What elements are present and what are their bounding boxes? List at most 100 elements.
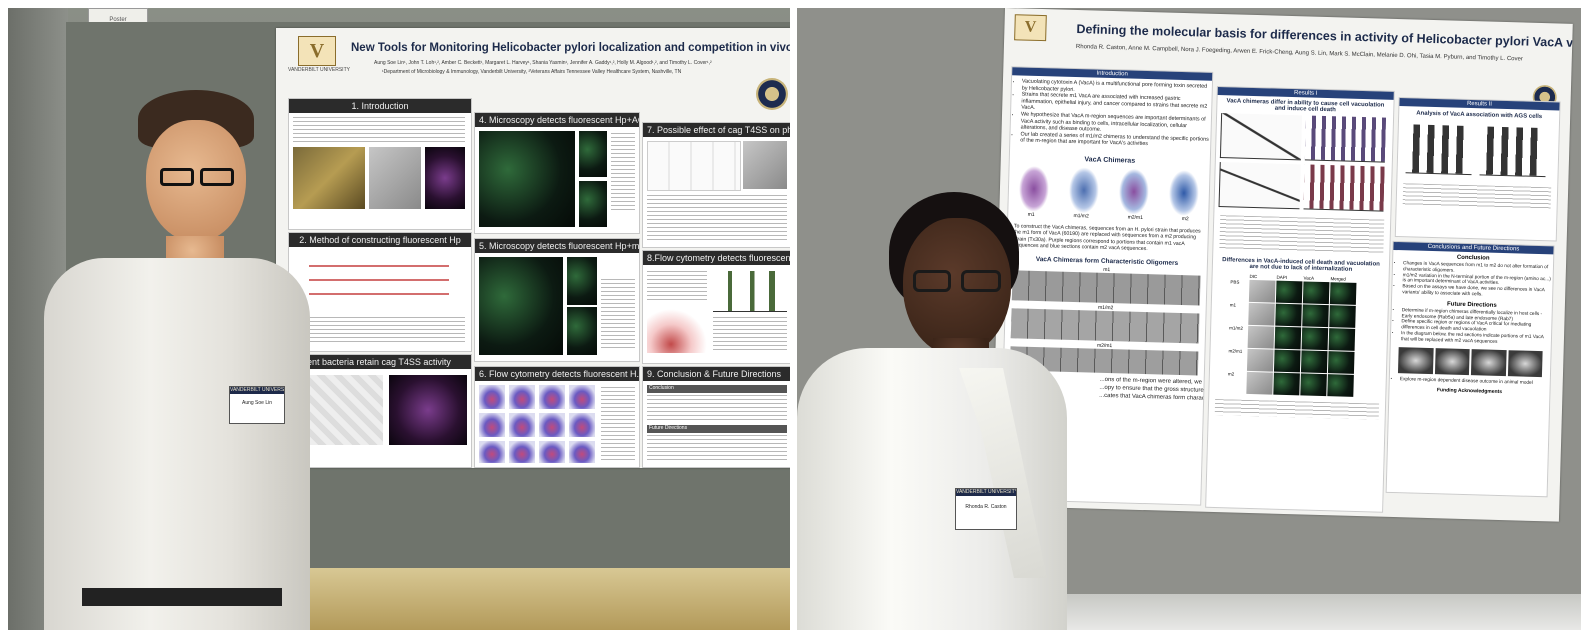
- caption: [1214, 399, 1380, 420]
- flow-plot: [509, 441, 535, 463]
- panel-flow-in-vivo: 8.Flow cytometry detects fluorescent Hp …: [642, 250, 790, 364]
- ags-inset-1: [579, 131, 607, 177]
- subheading-conclusion: Conclusion: [647, 385, 787, 393]
- glasses-right-lens: [961, 270, 1001, 292]
- chimera-label: m2: [1181, 215, 1189, 223]
- caption: [1402, 183, 1552, 210]
- section-heading: 6. Flow cytometry detects fluorescent H.…: [475, 367, 639, 381]
- chimera-label: m1: [1027, 211, 1035, 218]
- body-text: [647, 271, 707, 303]
- body-text: [647, 395, 787, 421]
- left-poster: V VANDERBILT UNIVERSITY New Tools for Mo…: [276, 28, 790, 468]
- panel-introduction: 1. Introduction: [288, 98, 472, 230]
- ags-inset-2: [579, 181, 607, 227]
- glasses-left-lens: [913, 270, 951, 292]
- left-poster-affiliations: ¹Department of Microbiology & Immunology…: [382, 69, 682, 75]
- shirt: [44, 258, 310, 630]
- flow-plot: [509, 413, 535, 437]
- em-image: [369, 147, 421, 209]
- grid-col-label: DIC: [1249, 273, 1258, 280]
- oligomer-em-row: [1011, 269, 1201, 306]
- section-heading: 5. Microscopy detects fluorescent Hp+mϕ: [475, 239, 639, 253]
- vanderbilt-logo-icon: V: [1014, 14, 1047, 42]
- funding-heading: Funding Acknowledgments: [1436, 387, 1503, 396]
- body-text: [293, 317, 465, 345]
- structure-image: [1470, 348, 1507, 376]
- body-text: [647, 435, 787, 463]
- line-graph: [1219, 113, 1303, 161]
- results-1-text: [1219, 215, 1385, 254]
- header-conclusions: Conclusions and Future Directions: [1393, 241, 1554, 255]
- column-conclusions: Conclusions and Future Directions Conclu…: [1385, 240, 1555, 498]
- name-badge-left: VANDERBILT UNIVERSITY Infection & Immuno…: [229, 386, 285, 424]
- flow-plot: [569, 441, 595, 463]
- bar-graph: [1303, 164, 1385, 212]
- body-text: [293, 117, 465, 143]
- micrograph-cell: [1329, 305, 1356, 328]
- macrophage-image: [479, 257, 563, 355]
- dot-plot: [647, 141, 741, 191]
- micrograph-cell: [1275, 280, 1303, 304]
- bar-graph: [1304, 115, 1387, 163]
- logo-text: VANDERBILT UNIVERSITY: [288, 67, 350, 73]
- grid-col-label: DAPI: [1276, 274, 1288, 280]
- micrograph-cell: [1274, 326, 1302, 350]
- panel-conclusion: 9. Conclusion & Future Directions Conclu…: [642, 366, 790, 468]
- chimera-description: To construct the VacA chimeras, sequence…: [1013, 223, 1201, 253]
- section-heading: 9. Conclusion & Future Directions: [643, 367, 790, 381]
- micrograph-cell: [1302, 281, 1330, 305]
- micrograph-cell: [1246, 371, 1273, 395]
- panel-phagocytosis: 7. Possible effect of cag T4SS on phagoc…: [642, 122, 790, 248]
- macrophage-inset-2: [567, 307, 597, 355]
- name-badge-right: VANDERBILT UNIVERSITY Infection & Immuno…: [955, 488, 1017, 530]
- results-2-title: Analysis of VacA association with AGS ce…: [1416, 110, 1543, 121]
- glasses-right-lens: [200, 168, 234, 186]
- caption: [713, 317, 787, 353]
- macrophage-inset-1: [567, 257, 597, 305]
- flow-plot: [539, 413, 565, 437]
- results-1-graphs: [1215, 113, 1394, 212]
- construct-diagram: [309, 257, 449, 307]
- chimera-structure-m1: [1018, 165, 1050, 213]
- flow-plot: [539, 385, 565, 409]
- future-structures: [1397, 346, 1543, 377]
- micrograph-cell: [1248, 302, 1275, 326]
- caption: [601, 279, 635, 349]
- flow-plot: [539, 441, 565, 463]
- structure-image: [1507, 349, 1543, 377]
- panel-cag-activity: escent bacteria retain cag T4SS activity: [288, 354, 472, 468]
- sem-image: [293, 147, 365, 209]
- flow-plot: [479, 413, 505, 437]
- micrograph-cell: [1248, 279, 1276, 303]
- bar-graph: [1405, 124, 1473, 176]
- caption: [601, 387, 635, 463]
- chimera-structure-m1m2: [1068, 166, 1100, 214]
- micrograph-cell: [1273, 372, 1300, 396]
- grid-row-label: m1: [1229, 302, 1237, 308]
- grid-row-label: m2: [1227, 371, 1235, 377]
- histogram: [647, 309, 707, 353]
- va-seal-icon: [756, 78, 788, 110]
- micrograph-grid: DIC DAPI VacA Merged PBS m1 m1/m2 m2: [1227, 273, 1388, 397]
- chimeras-title: VacA Chimeras: [1084, 156, 1136, 165]
- micrograph-cell: [1329, 282, 1357, 305]
- results-1-title: VacA chimeras differ in ability to cause…: [1226, 98, 1385, 114]
- glasses-left-lens: [160, 168, 194, 186]
- panel-method: 2. Method of constructing fluorescent Hp: [288, 232, 472, 352]
- oligomer-text: ...cates that VacA chimeras form charact…: [1099, 392, 1204, 402]
- section-heading: 7. Possible effect of cag T4SS on phagoc…: [643, 123, 790, 137]
- badge-header: VANDERBILT UNIVERSITY Infection & Immuno…: [230, 387, 284, 394]
- grid-row-label: m2/m1: [1228, 348, 1243, 354]
- chimera-structures: [1008, 165, 1209, 217]
- chimera-structure-m2m1: [1118, 168, 1150, 216]
- panel-microscopy-ags: 4. Microscopy detects fluorescent Hp+AGS…: [474, 112, 640, 234]
- micrograph-cell: [1246, 348, 1274, 372]
- panel-microscopy-macrophage: 5. Microscopy detects fluorescent Hp+mϕ: [474, 238, 640, 362]
- micrograph-cell: [1300, 350, 1328, 374]
- header-results-2: Results II: [1399, 98, 1560, 111]
- micrograph-cell: [1327, 374, 1354, 397]
- micrograph-cell: [1327, 351, 1355, 374]
- micrograph-cell: [1328, 328, 1356, 351]
- photo-right: V Defining the molecular basis for diffe…: [797, 8, 1581, 630]
- badge-name: Rhonda R. Caston: [965, 504, 1007, 510]
